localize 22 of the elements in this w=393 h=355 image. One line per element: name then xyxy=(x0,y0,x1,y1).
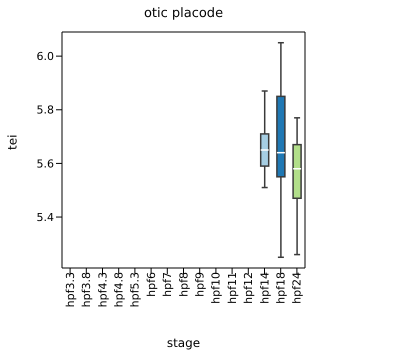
x-tick-label: hpf24 xyxy=(290,272,304,304)
x-tick-label: hpf12 xyxy=(242,272,256,304)
x-tick-label: hpf7 xyxy=(161,272,174,297)
x-tick-label: hpf8 xyxy=(177,272,190,297)
x-tick-label: hpf4.3 xyxy=(96,272,110,308)
x-tick-label: hpf10 xyxy=(210,272,223,304)
y-tick-label: 5.6 xyxy=(36,157,54,170)
y-tick-label: 6.0 xyxy=(36,50,54,64)
x-axis-title: stage xyxy=(166,336,200,350)
x-tick-label: hpf4.8 xyxy=(112,272,126,308)
chart-title: otic placode xyxy=(142,6,224,21)
x-tick-label: hpf18 xyxy=(274,272,288,304)
y-tick-label: 5.8 xyxy=(36,104,54,117)
x-tick-label: hpf11 xyxy=(226,272,239,304)
x-tick-label: hpf3.3 xyxy=(64,272,77,308)
x-tick-label: hpf5.3 xyxy=(128,272,142,308)
x-tick-label: hpf9 xyxy=(194,272,207,297)
x-tick-label: hpf3.8 xyxy=(80,272,94,308)
y-axis-title: tei xyxy=(5,134,20,150)
y-tick-label: 5.4 xyxy=(36,210,54,224)
x-tick-label: hpf14 xyxy=(258,272,272,304)
x-tick-label: hpf6 xyxy=(144,272,158,297)
